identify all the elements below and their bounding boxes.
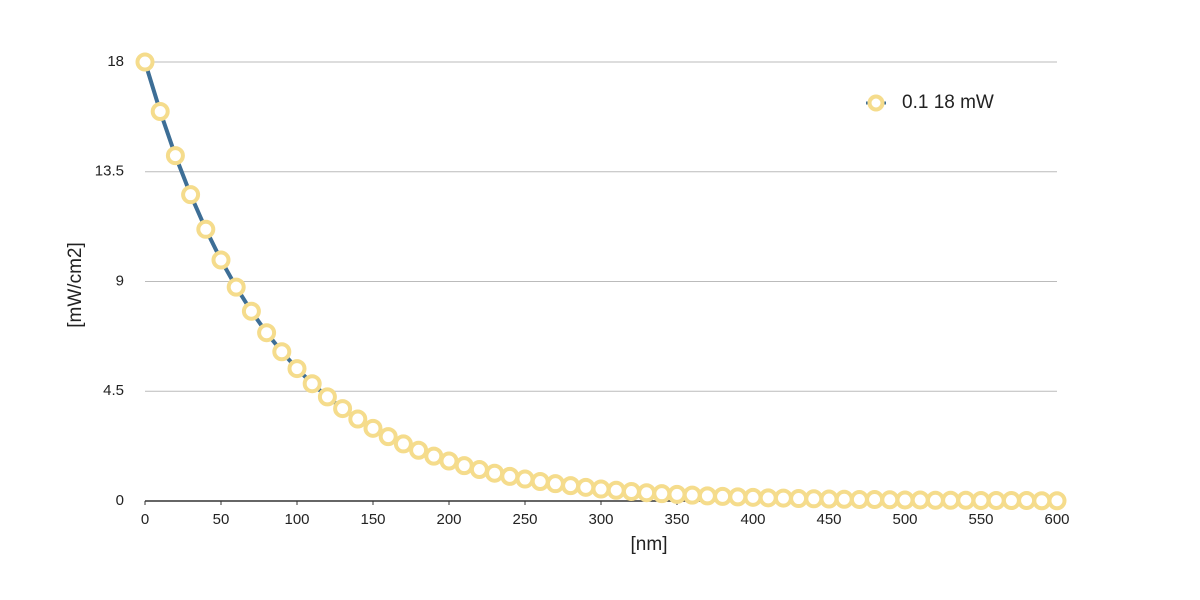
data-point [561, 476, 581, 496]
data-point [773, 488, 793, 508]
data-point [956, 490, 976, 510]
data-point [545, 474, 565, 494]
data-point [834, 489, 854, 509]
data-point [485, 463, 505, 483]
data-point [272, 342, 292, 362]
data-point [424, 446, 444, 466]
legend-label: 0.1 18 mW [902, 92, 994, 113]
x-tick-label: 400 [740, 511, 765, 528]
data-point [393, 434, 413, 454]
x-tick-label: 550 [968, 511, 993, 528]
data-point [865, 490, 885, 510]
data-point [1001, 491, 1021, 511]
data-point [409, 440, 429, 460]
x-tick-label: 350 [664, 511, 689, 528]
data-point [165, 146, 185, 166]
data-point [1047, 491, 1067, 511]
data-point [135, 52, 155, 72]
data-point [530, 471, 550, 491]
data-point [758, 488, 778, 508]
data-point [667, 484, 687, 504]
data-point [469, 460, 489, 480]
legend-marker [867, 94, 885, 112]
data-point [439, 451, 459, 471]
data-point [804, 489, 824, 509]
data-point [211, 250, 231, 270]
data-point [606, 480, 626, 500]
data-point [880, 490, 900, 510]
x-tick-label: 500 [892, 511, 917, 528]
x-tick-label: 100 [284, 511, 309, 528]
data-point [986, 491, 1006, 511]
data-point [1017, 491, 1037, 511]
data-point [576, 477, 596, 497]
data-point [591, 479, 611, 499]
data-point [971, 491, 991, 511]
data-point [697, 486, 717, 506]
y-axis-title: [mW/cm2] [65, 242, 86, 328]
y-tick-label: 9 [116, 272, 124, 289]
x-axis-title: [nm] [631, 534, 668, 555]
data-point [819, 489, 839, 509]
data-point [257, 323, 277, 343]
data-point [637, 483, 657, 503]
data-point [378, 427, 398, 447]
data-point [287, 359, 307, 379]
data-point [682, 485, 702, 505]
x-tick-label: 150 [360, 511, 385, 528]
data-point [621, 481, 641, 501]
x-tick-label: 300 [588, 511, 613, 528]
data-point [941, 490, 961, 510]
data-point [302, 374, 322, 394]
data-point [454, 456, 474, 476]
data-point [333, 399, 353, 419]
data-point [728, 487, 748, 507]
y-tick-label: 13.5 [95, 163, 124, 180]
data-point [181, 185, 201, 205]
x-tick-label: 200 [436, 511, 461, 528]
data-point [348, 409, 368, 429]
x-tick-label: 50 [213, 511, 230, 528]
x-tick-label: 250 [512, 511, 537, 528]
y-tick-label: 4.5 [103, 382, 124, 399]
data-point [652, 484, 672, 504]
data-point [363, 418, 383, 438]
data-point [226, 277, 246, 297]
data-point [317, 387, 337, 407]
data-point [895, 490, 915, 510]
data-point [515, 469, 535, 489]
data-point [849, 490, 869, 510]
data-point [743, 487, 763, 507]
y-tick-label: 0 [116, 492, 124, 509]
data-point [500, 466, 520, 486]
x-tick-label: 0 [141, 511, 149, 528]
data-point [713, 486, 733, 506]
data-point [910, 490, 930, 510]
data-point [925, 490, 945, 510]
data-point [241, 301, 261, 321]
data-point [196, 219, 216, 239]
data-point [789, 489, 809, 509]
x-tick-label: 600 [1044, 511, 1069, 528]
y-tick-label: 18 [107, 53, 124, 70]
data-point [1032, 491, 1052, 511]
data-point [150, 102, 170, 122]
x-tick-label: 450 [816, 511, 841, 528]
